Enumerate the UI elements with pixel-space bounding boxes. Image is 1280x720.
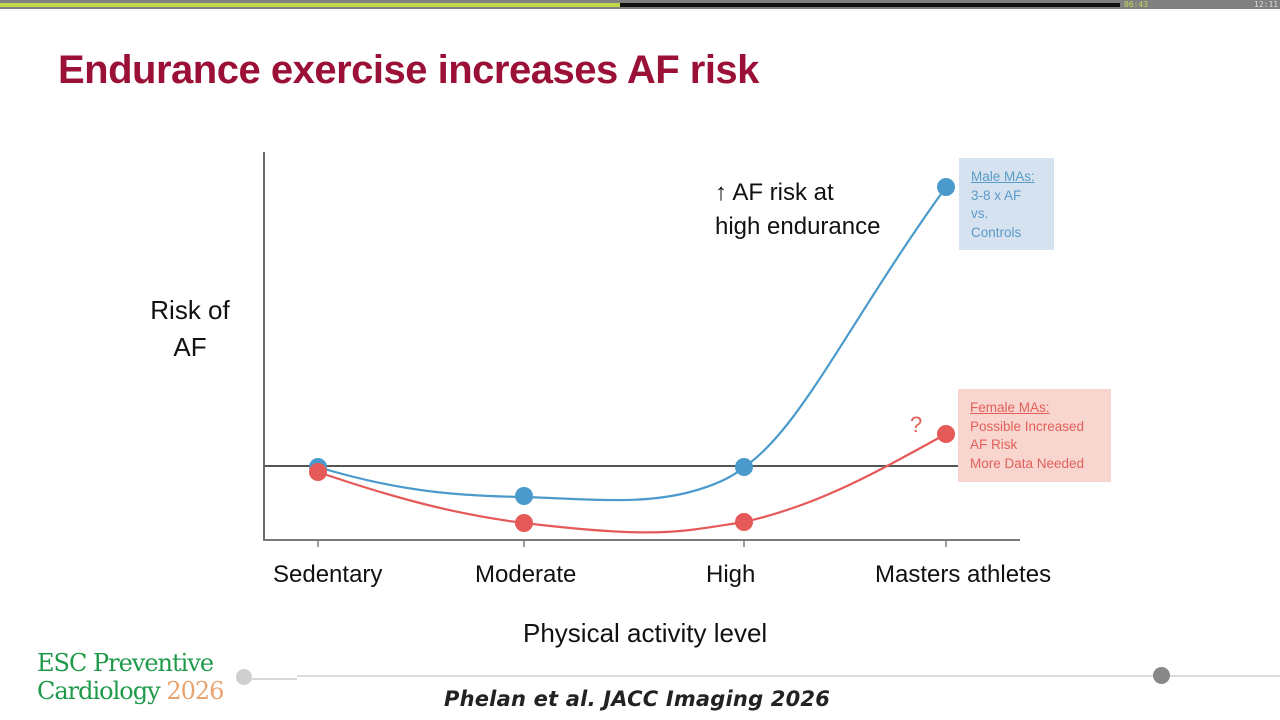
slide-divider-left xyxy=(252,678,297,680)
female-box-heading: Female MAs: xyxy=(970,400,1050,415)
male-point-moderate xyxy=(515,487,533,505)
high-endurance-annotation: ↑ AF risk at high endurance xyxy=(715,176,880,244)
male-point-masters xyxy=(937,178,955,196)
total-time: 12:11 xyxy=(1254,0,1279,9)
logo-line1: ESC Preventive xyxy=(37,649,214,677)
male-box-line: 3-8 x AF xyxy=(971,187,1022,203)
progress-track[interactable] xyxy=(0,3,1120,7)
divider-dot-left xyxy=(236,669,252,685)
logo-line2: Cardiology 2026 xyxy=(37,677,224,705)
female-point-moderate xyxy=(515,514,533,532)
female-box-line: AF Risk xyxy=(970,437,1018,452)
esc-logo: ESC Preventive Cardiology 2026 xyxy=(37,649,224,705)
male-annotation-box: Male MAs: 3-8 x AF vs. Controls xyxy=(959,158,1054,250)
annotation-line1: ↑ AF risk at xyxy=(715,179,834,206)
y-axis-label-line1: Risk of xyxy=(150,295,230,325)
slide-divider xyxy=(297,675,1280,677)
elapsed-time: 06:43 xyxy=(1124,0,1149,9)
slide-title: Endurance exercise increases AF risk xyxy=(58,48,759,92)
question-mark: ? xyxy=(910,412,923,437)
female-box-line: More Data Needed xyxy=(970,455,1085,471)
male-box-line: vs. xyxy=(971,206,989,221)
x-axis-label: Physical activity level xyxy=(523,618,768,648)
y-axis-label: Risk of AF xyxy=(130,292,250,366)
male-box-line: Controls xyxy=(971,224,1022,240)
y-axis-label-line2: AF xyxy=(173,332,207,362)
female-series-line xyxy=(317,433,947,534)
citation: Phelan et al. JACC Imaging 2026 xyxy=(444,687,831,711)
female-annotation-box: Female MAs: Possible Increased AF Risk M… xyxy=(958,389,1111,482)
logo-cardiology: Cardiology xyxy=(37,677,161,705)
divider-dot-right xyxy=(1153,667,1170,684)
male-series-line xyxy=(317,186,947,502)
female-box-line: Possible Increased xyxy=(970,418,1085,434)
male-point-high xyxy=(735,458,753,476)
x-tick-label-moderate: Moderate xyxy=(475,561,577,588)
progress-fill xyxy=(0,3,620,7)
video-progress-bar[interactable]: 06:43 12:11 xyxy=(0,0,1280,9)
male-box-heading: Male MAs: xyxy=(971,169,1035,184)
logo-year: 2026 xyxy=(166,677,224,705)
x-tick-label-masters-athletes: Masters athletes xyxy=(875,561,1052,588)
female-point-masters xyxy=(937,425,955,443)
x-tick-label-sedentary: Sedentary xyxy=(273,561,383,588)
x-tick-label-high: High xyxy=(706,561,756,588)
female-point-sedentary xyxy=(309,463,327,481)
female-point-high xyxy=(735,513,753,531)
annotation-line2: high endurance xyxy=(715,213,881,240)
